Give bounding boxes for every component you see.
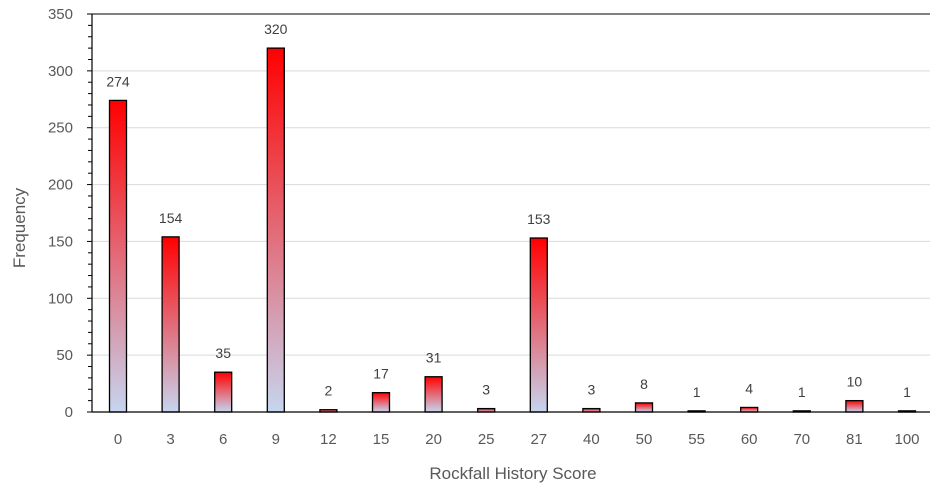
x-tick-label-27: 27 (530, 431, 547, 448)
data-label-40: 3 (588, 382, 596, 398)
y-tick-label: 200 (48, 177, 73, 194)
data-label-15: 17 (373, 366, 389, 382)
y-tick-label: 300 (48, 63, 73, 80)
y-tick-label: 100 (48, 290, 73, 307)
x-tick-label-0: 0 (114, 431, 122, 448)
x-tick-label-9: 9 (272, 431, 280, 448)
bar-50 (634, 402, 654, 413)
axes (87, 13, 930, 413)
data-label-20: 31 (426, 350, 442, 366)
data-label-9: 320 (264, 21, 288, 37)
data-label-70: 1 (798, 384, 806, 400)
x-tick-label-20: 20 (425, 431, 442, 448)
data-label-50: 8 (640, 376, 648, 392)
bar-27 (529, 237, 548, 413)
data-label-3: 154 (159, 210, 183, 226)
data-label-0: 274 (106, 73, 130, 89)
bar-81 (845, 399, 864, 413)
y-tick-label: 250 (48, 120, 73, 137)
bar-9 (266, 47, 285, 413)
x-tick-label-55: 55 (688, 431, 705, 448)
bar-6 (214, 371, 233, 413)
x-tick-label-25: 25 (478, 431, 495, 448)
bars (108, 47, 917, 413)
y-tick-label: 150 (48, 233, 73, 250)
bar-15 (371, 392, 391, 413)
x-tick-label-12: 12 (320, 431, 337, 448)
bar-60 (740, 406, 759, 413)
data-label-25: 3 (482, 382, 490, 398)
bar-20 (424, 376, 443, 413)
x-tick-label-6: 6 (219, 431, 227, 448)
data-label-81: 10 (847, 374, 863, 390)
labels: 0501001502002503003502740154335632092121… (48, 6, 920, 448)
gridlines (92, 13, 930, 356)
x-tick-label-40: 40 (583, 431, 600, 448)
data-label-6: 35 (215, 345, 231, 361)
y-tick-label: 0 (65, 404, 73, 421)
x-tick-label-3: 3 (166, 431, 174, 448)
data-label-27: 153 (527, 211, 551, 227)
data-label-55: 1 (693, 384, 701, 400)
bar-0 (108, 99, 128, 413)
x-tick-label-100: 100 (894, 431, 919, 448)
data-label-100: 1 (903, 384, 911, 400)
x-tick-label-15: 15 (373, 431, 390, 448)
x-tick-label-60: 60 (741, 431, 758, 448)
y-tick-label: 350 (48, 6, 73, 23)
x-tick-label-50: 50 (636, 431, 653, 448)
x-tick-label-70: 70 (793, 431, 810, 448)
data-label-60: 4 (745, 380, 753, 396)
data-label-12: 2 (325, 383, 333, 399)
y-tick-label: 50 (56, 347, 73, 364)
y-axis-title: Frequency (10, 187, 29, 268)
x-tick-label-81: 81 (846, 431, 863, 448)
bar-3 (161, 236, 180, 413)
x-axis-title: Rockfall History Score (429, 464, 596, 483)
